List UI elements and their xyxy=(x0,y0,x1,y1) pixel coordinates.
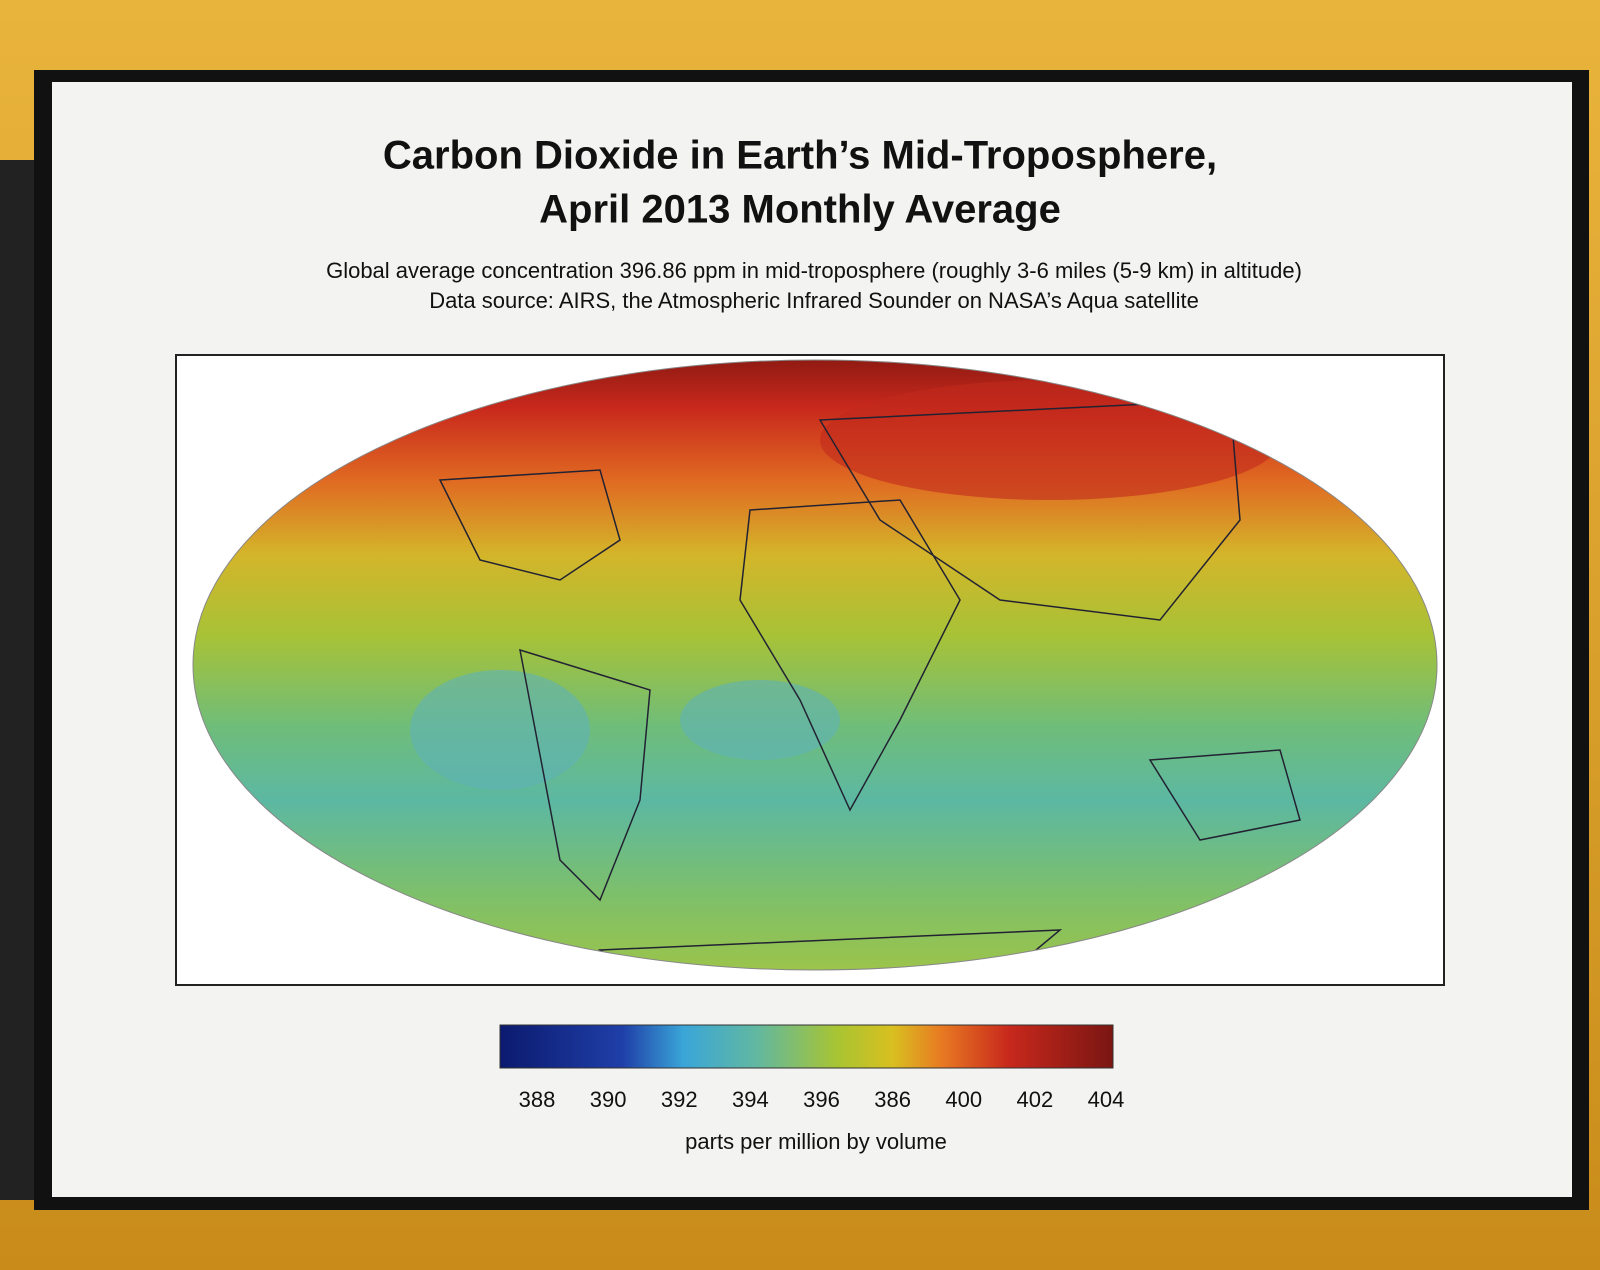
colorbar-label: parts per million by volume xyxy=(685,1129,947,1154)
map-blob xyxy=(680,680,840,760)
colorbar-ticks: 388 390 392 394 396 386 400 402 404 xyxy=(519,1087,1125,1112)
colorbar-tick-label: 388 xyxy=(519,1087,556,1112)
title: April 2013 Monthly Average xyxy=(539,188,1061,232)
coastlines xyxy=(438,399,1301,970)
colorbar-tick-label: 390 xyxy=(590,1087,627,1112)
colorbar-tick-label: 394 xyxy=(732,1087,769,1112)
colorbar-tick-label: 386 xyxy=(874,1087,911,1112)
map-outline xyxy=(192,359,1438,971)
subtitle: Data source: AIRS, the Atmospheric Infra… xyxy=(429,288,1199,313)
title: Carbon Dioxide in Earth’s Mid-Tropospher… xyxy=(383,134,1217,178)
colorbar xyxy=(499,1024,1114,1069)
map-blob xyxy=(410,670,590,790)
subtitle: Global average concentration 396.86 ppm … xyxy=(326,258,1302,283)
colorbar-tick-label: 404 xyxy=(1088,1087,1125,1112)
colorbar-tick-label: 402 xyxy=(1017,1087,1054,1112)
colorbar-tick-label: 396 xyxy=(803,1087,840,1112)
colorbar-tick-label: 392 xyxy=(661,1087,698,1112)
colorbar-tick-label: 400 xyxy=(945,1087,982,1112)
